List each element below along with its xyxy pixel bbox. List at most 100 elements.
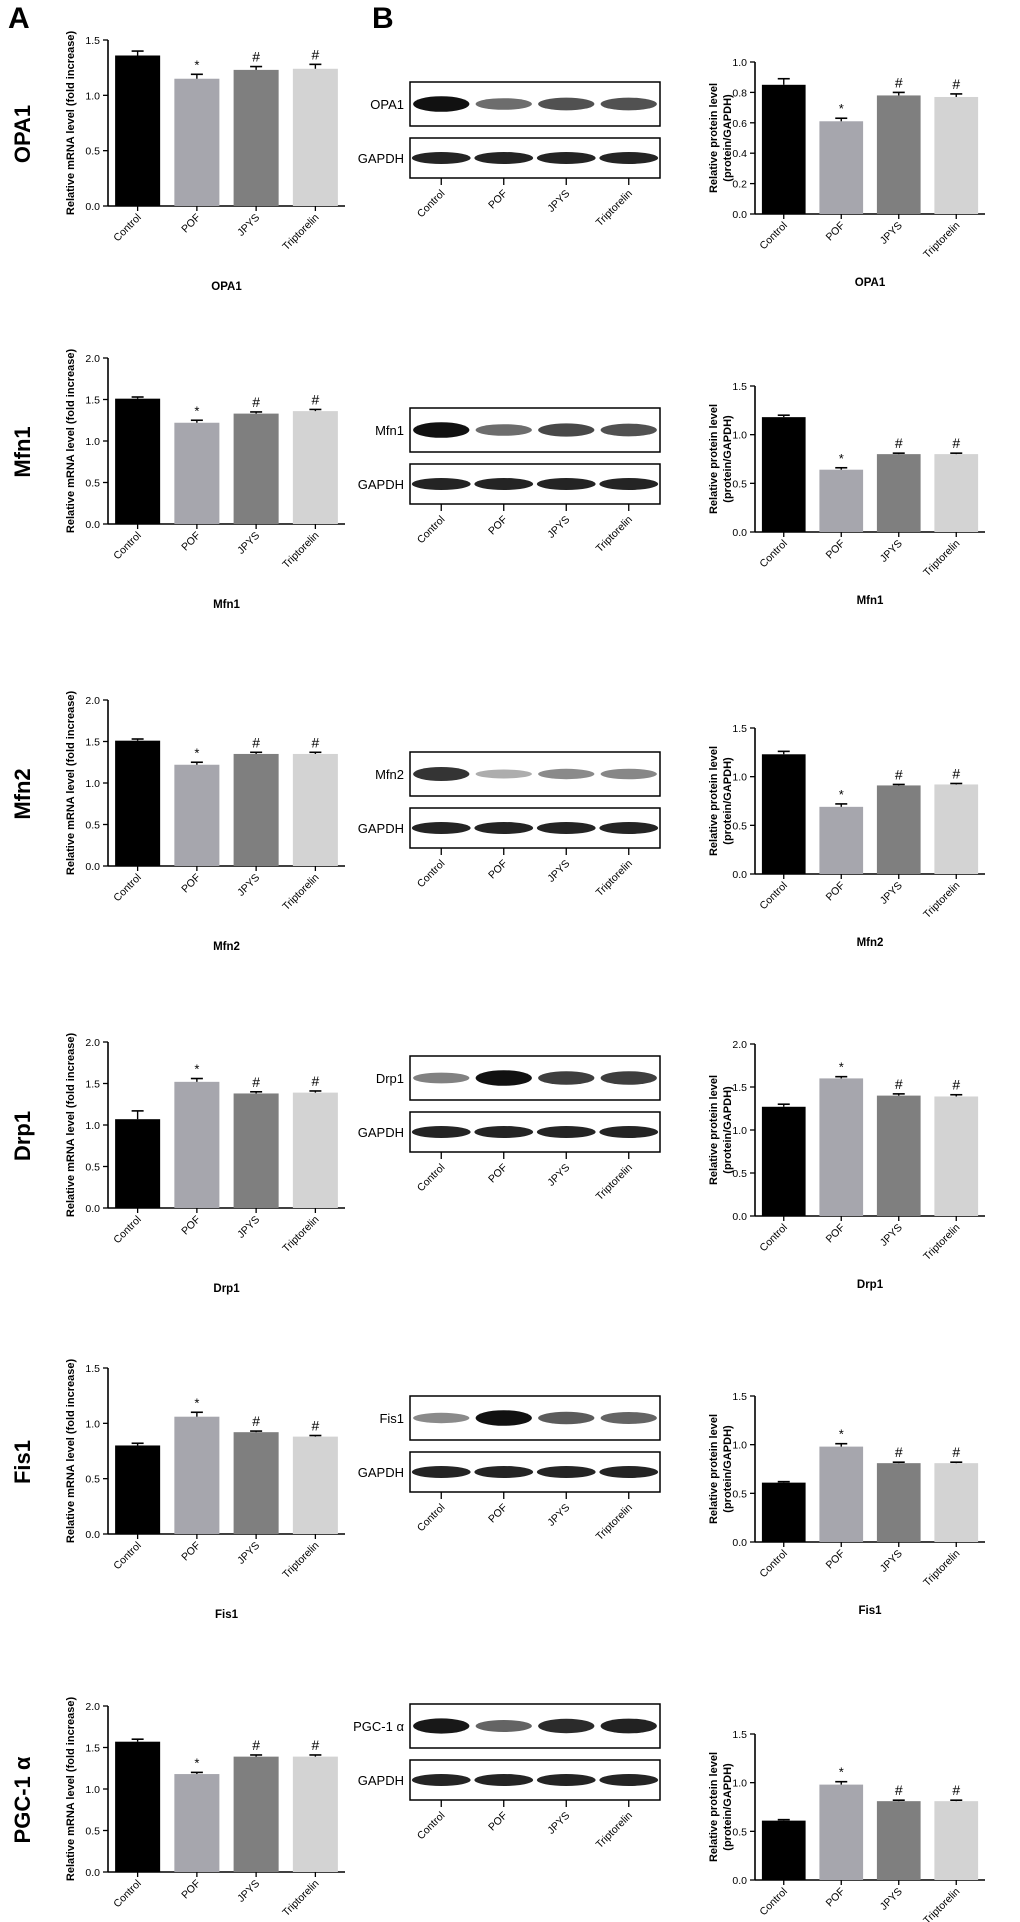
row-5-gapdh-band [411,1466,471,1478]
row-4-mrna-y-tick-label: 0.0 [85,1203,100,1215]
row-6-mrna-bar [292,1756,338,1872]
row-2-protein-y-tick-label: 1.5 [732,381,747,393]
row-6-mrna-significance-mark: * [194,1755,199,1770]
row-4-lane-label: Control [415,1162,447,1194]
row-1-mrna-x-tick-label: Triptorelin [280,212,321,253]
row-2-mrna-y-tick-label: 0.0 [85,519,100,531]
row-6-mrna-y-tick-label: 0.0 [85,1867,100,1879]
row-3-mrna-bar [115,740,161,866]
row-4-protein-y-tick-label: 0.0 [732,1211,747,1223]
row-5-protein-y-tick-label: 0.0 [732,1537,747,1549]
row-1-gapdh-band [411,152,471,164]
row-5-mrna-significance-mark: * [194,1395,199,1410]
row-5-mrna-x-tick-label: JPYS [235,1540,262,1567]
row-6-protein-bar [819,1784,864,1880]
row-4-protein-bar [819,1078,864,1216]
row-5-lane-label: POF [486,1502,510,1526]
row-5-mrna-x-tick-label: POF [179,1540,203,1564]
row-4-mrna-y-tick-label: 2.0 [85,1037,100,1049]
row-2-band [538,423,595,437]
row-2-protein-bar [934,454,979,532]
row-3-mrna-x-tick-label: Triptorelin [280,872,321,913]
row-2-gapdh-label: GAPDH [358,477,404,492]
row-6-mrna-y-label: Relative mRNA level (fold increase) [65,1697,77,1882]
row-6-mrna-x-tick-label: JPYS [235,1878,262,1905]
row-4-protein-x-tick-label: POF [824,1222,848,1246]
row-4-protein-significance-mark: * [839,1060,844,1075]
row-6-mrna-y-tick-label: 2.0 [85,1701,100,1713]
row-2-protein-significance-mark: # [895,435,903,451]
row-2-mrna-bar [115,398,161,524]
row-4-protein-y-label: Relative protein level [708,1075,720,1185]
row-1-protein-significance-mark: # [895,74,903,90]
row-5-mrna-significance-mark: # [311,1418,319,1434]
row-3-mrna-y-tick-label: 1.5 [85,737,100,749]
row-3-gapdh-band [536,822,596,834]
row-6-blot-label: PGC-1 α [353,1719,404,1734]
row-1-band [413,96,470,112]
row-6-protein-x-tick-label: POF [824,1886,848,1910]
row-4-mrna-bar [174,1081,220,1208]
row-3-mrna-x-tick-label: POF [179,872,203,896]
row-3-protein-y-tick-label: 1.0 [732,772,747,784]
row-2-mrna-significance-mark: * [194,403,199,418]
row-5-protein-y-tick-label: 0.5 [732,1488,747,1500]
row-2-mrna-x-tick-label: JPYS [235,530,262,557]
row-3-gapdh-band [474,822,534,834]
row-5-band [538,1411,595,1425]
row-6-mrna-x-tick-label: Triptorelin [280,1878,321,1919]
row-2-lane-label: Control [415,514,447,546]
row-1-mrna-y-tick-label: 0.5 [85,146,100,158]
row-3-mrna-significance-mark: * [194,745,199,760]
row-5-mrna-bar [233,1432,279,1534]
row-1-mrna-bar [174,78,220,206]
row-5-protein-y-label: Relative protein level [708,1414,720,1524]
row-3-protein-x-tick-label: POF [824,880,848,904]
row-6-gapdh-band [474,1774,534,1786]
row-4-protein-y-label-line2: (protein/GAPDH) [722,1086,734,1174]
row-5-mrna-bar [115,1445,161,1534]
row-5-gapdh-band [474,1466,534,1478]
row-5-protein-significance-mark: # [952,1444,960,1460]
row-2-band [475,424,532,436]
row-3-mrna-bar [174,764,220,866]
row-1-protein-x-label: OPA1 [855,277,886,289]
row-3-lane-label: Control [415,858,447,890]
row-5-protein-x-label: Fis1 [858,1605,882,1617]
row-4-band [413,1072,470,1084]
row-4-protein-x-tick-label: Triptorelin [921,1222,962,1263]
row-1-protein-significance-mark: * [839,101,844,116]
row-3-protein-y-tick-label: 0.5 [732,820,747,832]
row-2-gapdh-band [536,478,596,490]
row-4-lane-label: Triptorelin [594,1162,635,1203]
row-5-protein-bar [876,1463,921,1542]
row-6-mrna-y-tick-label: 0.5 [85,1826,100,1838]
row-4-mrna-y-tick-label: 1.0 [85,1120,100,1132]
row-1-band [475,98,532,110]
row-3-blot-label: Mfn2 [375,767,404,782]
row-3-mrna-x-tick-label: Control [111,872,143,904]
row-1-lane-label: Triptorelin [594,188,635,229]
row-1-mrna-bar [233,69,279,206]
row-6-protein-bar [934,1801,979,1880]
row-1-protein-x-tick-label: Triptorelin [921,220,962,261]
row-4-mrna-y-label: Relative mRNA level (fold increase) [65,1033,77,1218]
row-4-mrna-x-tick-label: Control [111,1214,143,1246]
row-1-title: OPA1 [10,105,35,163]
row-6-protein-x-tick-label: Triptorelin [921,1886,962,1922]
row-1-protein-bar [761,84,806,214]
row-6-gapdh-band [411,1774,471,1786]
row-3-protein-x-tick-label: Triptorelin [921,880,962,921]
row-2-protein-x-tick-label: Control [757,538,789,570]
row-2-protein-x-tick-label: POF [824,538,848,562]
row-4-lane-label: POF [486,1162,510,1186]
row-6-mrna-significance-mark: # [252,1737,260,1753]
row-2-protein-bar [761,417,806,532]
row-5-mrna-x-tick-label: Triptorelin [280,1540,321,1581]
row-5-mrna-bar [292,1436,338,1534]
row-3-protein-y-label: Relative protein level [708,746,720,856]
row-1-band [600,97,657,111]
row-3-mrna-x-label: Mfn2 [213,941,240,953]
row-1-mrna-x-label: OPA1 [211,281,242,293]
row-4-mrna-y-tick-label: 0.5 [85,1162,100,1174]
